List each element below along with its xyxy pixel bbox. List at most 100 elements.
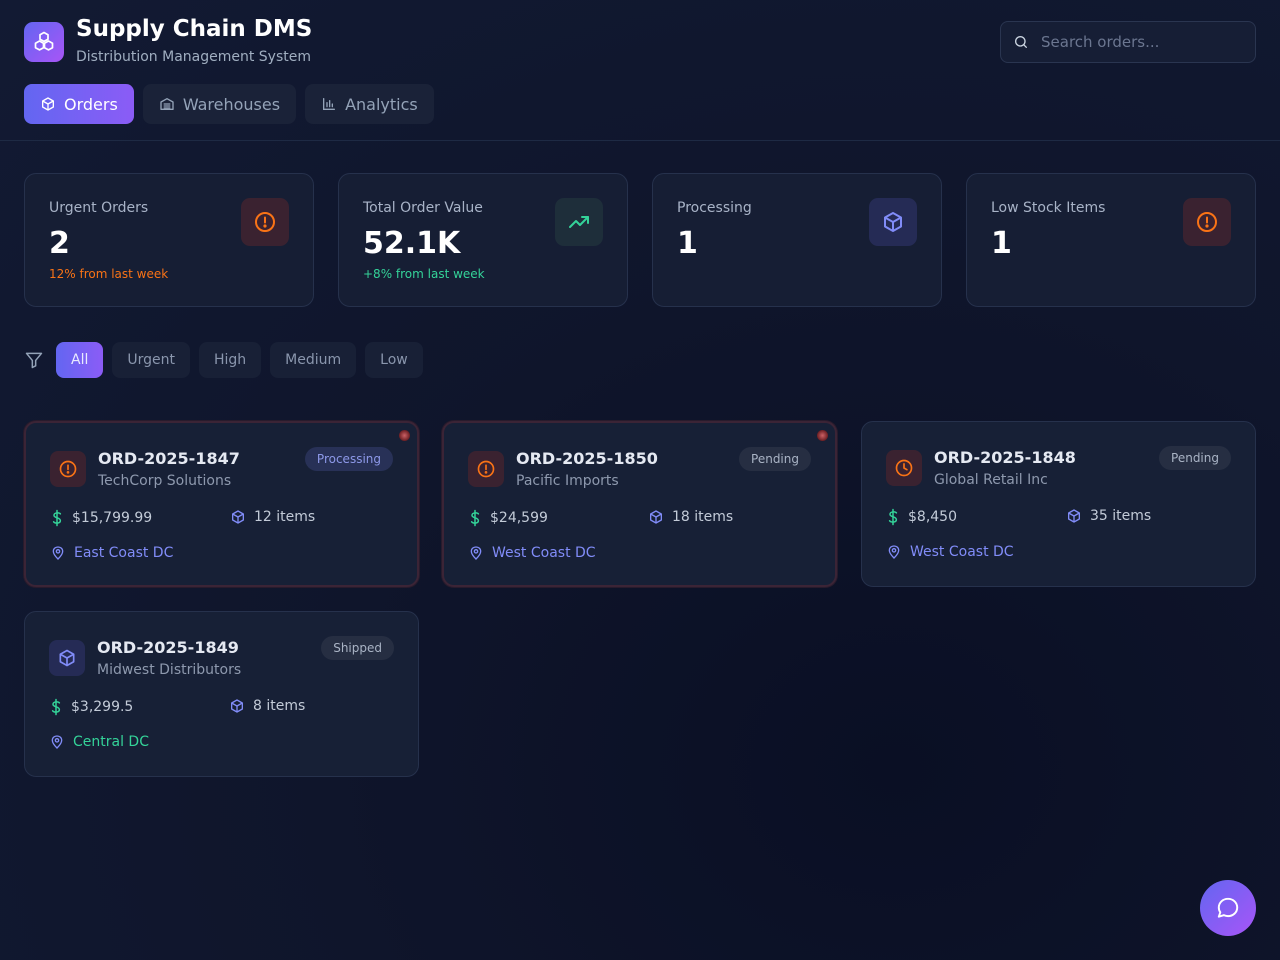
order-card[interactable]: ORD-2025-1850 Pacific Imports Pending $2… (442, 421, 837, 587)
search-input[interactable] (1041, 33, 1241, 51)
app-title: Supply Chain DMS (76, 16, 313, 42)
search-box[interactable] (1000, 21, 1256, 63)
stat-label: Processing (677, 200, 752, 216)
filter-chip-high[interactable]: High (198, 342, 262, 378)
stat-value: 2 (49, 226, 70, 261)
order-amount: $8,450 (886, 508, 957, 526)
order-amount-value: $3,299.5 (71, 699, 134, 715)
search-icon (1015, 36, 1027, 48)
status-badge: Processing (304, 447, 393, 471)
order-amount-value: $15,799.99 (72, 510, 153, 526)
dollar-icon (470, 509, 480, 527)
stat-label: Low Stock Items (991, 200, 1106, 216)
status-badge: Shipped (321, 636, 394, 660)
map-pin-icon (470, 546, 482, 560)
order-items: 12 items (230, 509, 315, 525)
dollar-icon (51, 698, 61, 716)
box-icon (42, 97, 54, 111)
order-location: West Coast DC (886, 544, 1014, 560)
order-amount: $3,299.5 (49, 698, 133, 716)
clock-icon (886, 450, 922, 486)
alert-circle-icon (468, 451, 504, 487)
tab-orders-label: Orders (64, 94, 118, 114)
box-icon (869, 198, 917, 246)
order-id: ORD-2025-1849 (97, 638, 239, 657)
order-amount: $24,599 (468, 509, 548, 527)
order-location: East Coast DC (50, 545, 173, 561)
order-location: Central DC (49, 734, 149, 750)
order-location: West Coast DC (468, 545, 596, 561)
order-items-count: 12 items (254, 509, 316, 525)
box-icon (1068, 509, 1080, 523)
tab-analytics[interactable]: Analytics (305, 84, 434, 124)
order-items-count: 8 items (253, 698, 306, 714)
map-pin-icon (51, 735, 63, 749)
dollar-icon (888, 508, 898, 526)
urgent-indicator-dot (817, 430, 828, 441)
box-icon (232, 510, 244, 524)
alert-circle-icon (1183, 198, 1231, 246)
alert-circle-icon (50, 451, 86, 487)
order-items-count: 18 items (672, 509, 734, 525)
box-icon (231, 699, 243, 713)
map-pin-icon (52, 546, 64, 560)
filter-chip-urgent[interactable]: Urgent (112, 342, 190, 378)
order-id: ORD-2025-1850 (516, 449, 658, 468)
stat-trend: 12% from last week (49, 267, 169, 281)
stat-card-low-stock: Low Stock Items 1 (966, 173, 1256, 307)
app-subtitle: Distribution Management System (76, 49, 312, 65)
order-card[interactable]: ORD-2025-1848 Global Retail Inc Pending … (861, 421, 1256, 587)
tab-analytics-label: Analytics (345, 94, 418, 114)
stat-value: 1 (677, 226, 698, 261)
stat-card-processing: Processing 1 (652, 173, 942, 307)
alert-circle-icon (241, 198, 289, 246)
cubes-icon (24, 22, 64, 62)
urgent-indicator-dot (399, 430, 410, 441)
filter-icon (25, 352, 43, 369)
stat-label: Total Order Value (363, 200, 483, 216)
box-icon (650, 510, 662, 524)
filter-chip-medium[interactable]: Medium (270, 342, 357, 378)
order-location-label: West Coast DC (492, 545, 596, 561)
order-items: 18 items (648, 509, 733, 525)
order-location-label: East Coast DC (74, 545, 174, 561)
status-badge: Pending (1159, 446, 1231, 470)
dollar-icon (52, 509, 62, 527)
order-amount: $15,799.99 (50, 509, 152, 527)
stat-value: 1 (991, 226, 1012, 261)
order-location-label: West Coast DC (910, 544, 1014, 560)
status-badge: Pending (739, 447, 811, 471)
order-card[interactable]: ORD-2025-1849 Midwest Distributors Shipp… (24, 611, 419, 777)
bar-chart-icon (323, 98, 336, 110)
stat-card-urgent-orders: Urgent Orders 2 12% from last week (24, 173, 314, 307)
trending-up-icon (555, 198, 603, 246)
order-customer: TechCorp Solutions (98, 473, 232, 489)
warehouse-icon (160, 98, 174, 110)
order-items: 35 items (1066, 508, 1151, 524)
tab-warehouses-label: Warehouses (182, 94, 281, 114)
stat-label: Urgent Orders (49, 200, 149, 216)
order-amount-value: $8,450 (908, 509, 957, 525)
order-customer: Midwest Distributors (97, 662, 242, 678)
tab-warehouses[interactable]: Warehouses (142, 84, 297, 124)
box-icon (49, 640, 85, 676)
stat-card-total-order-value: Total Order Value 52.1K +8% from last we… (338, 173, 628, 307)
chat-bubble-icon (1217, 897, 1239, 918)
order-card[interactable]: ORD-2025-1847 TechCorp Solutions Process… (24, 421, 419, 587)
stat-trend: +8% from last week (363, 267, 485, 281)
order-id: ORD-2025-1847 (98, 449, 240, 468)
order-items: 8 items (229, 698, 305, 714)
chat-button[interactable] (1200, 880, 1256, 936)
top-bar: Supply Chain DMS Distribution Management… (0, 0, 1280, 141)
filter-chip-low[interactable]: Low (365, 342, 423, 378)
tab-orders[interactable]: Orders (24, 84, 134, 124)
main-nav: Orders Warehouses Analytics (24, 84, 434, 124)
order-customer: Global Retail Inc (934, 472, 1048, 488)
order-customer: Pacific Imports (516, 473, 619, 489)
order-amount-value: $24,599 (490, 510, 548, 526)
order-id: ORD-2025-1848 (934, 448, 1076, 467)
map-pin-icon (888, 545, 900, 559)
filter-chip-all[interactable]: All (56, 342, 104, 378)
priority-filters: All Urgent High Medium Low (24, 342, 423, 378)
order-location-label: Central DC (73, 734, 149, 750)
